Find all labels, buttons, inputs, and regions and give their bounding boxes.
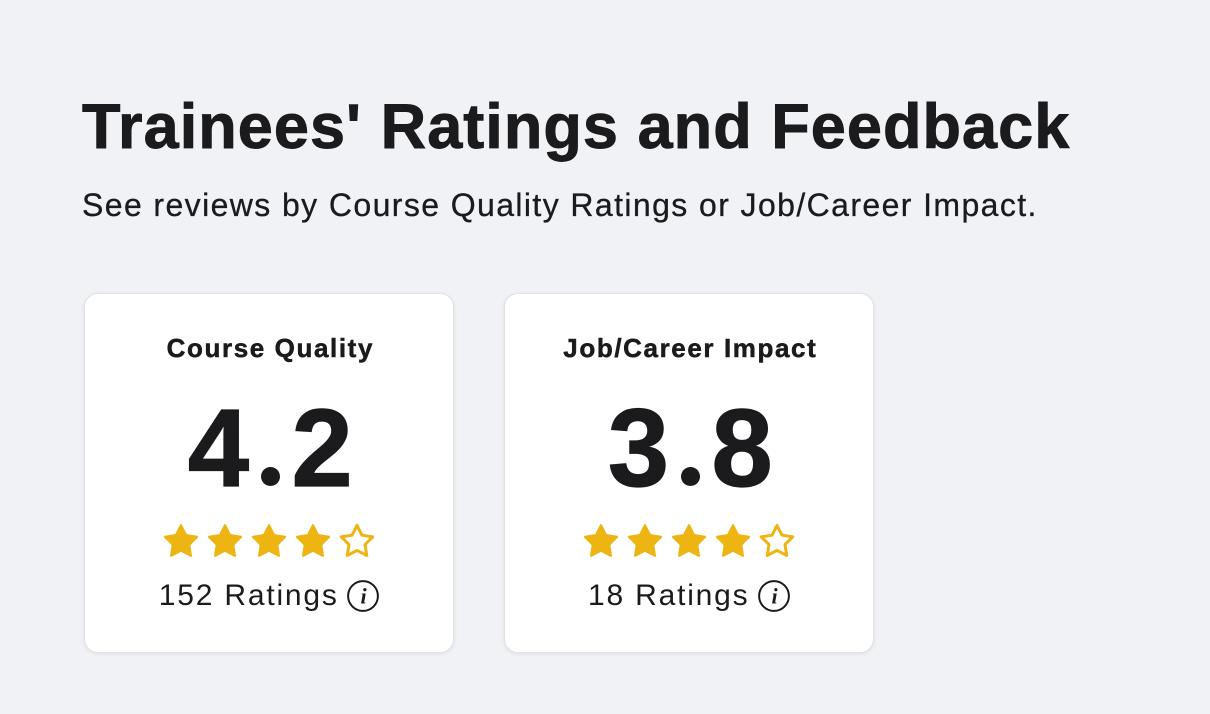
- svg-text:i: i: [361, 584, 369, 609]
- svg-text:i: i: [772, 584, 780, 609]
